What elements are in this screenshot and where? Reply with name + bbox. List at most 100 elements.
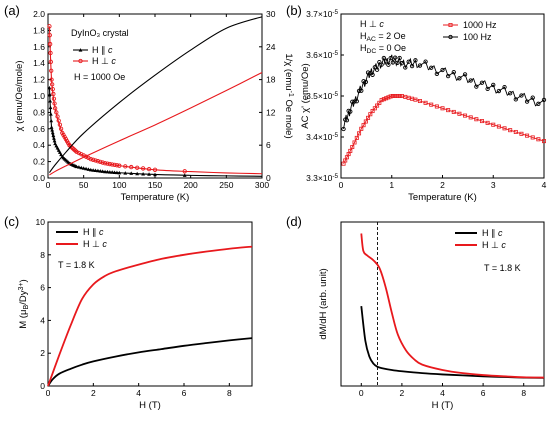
y-tick-label-b: 3.4×10-5	[306, 132, 338, 142]
data-point-a	[140, 166, 146, 171]
data-point-b	[479, 119, 484, 124]
text-segment: 3.3×10	[306, 173, 333, 183]
data-point-a	[58, 126, 64, 131]
x-tick-label-a: 300	[255, 180, 269, 190]
y-tick-label-a: 1.0	[33, 91, 45, 101]
x-axis-label-c: H (T)	[139, 400, 161, 411]
y-tick-label-b: 3.5×10-5	[306, 91, 338, 101]
data-point-a	[123, 171, 128, 175]
data-point-b	[530, 135, 535, 140]
y-tick-label-a: 1.2	[33, 75, 45, 85]
text-segment: 3.6×10	[306, 50, 333, 60]
text-segment: AC	[367, 36, 377, 43]
data-point-b	[468, 115, 473, 120]
data-point-b	[413, 58, 418, 63]
data-point-b	[541, 97, 547, 103]
data-point-a	[59, 152, 63, 157]
data-point-b	[365, 70, 371, 75]
y-tick-label-c: 6	[40, 283, 45, 293]
data-point-b	[423, 59, 428, 64]
data-point-b	[344, 118, 350, 123]
data-point-b	[359, 126, 364, 131]
data-point-b	[381, 97, 386, 102]
data-point-a	[98, 159, 103, 165]
data-point-a	[49, 125, 54, 129]
data-point-b	[386, 95, 391, 100]
data-point-b	[463, 113, 468, 118]
data-point-b	[386, 62, 391, 67]
x-tick-label-a: 250	[219, 180, 233, 190]
y-tick-label-a: 0.4	[33, 140, 45, 150]
text-segment: Oe mole)	[283, 97, 294, 139]
data-point-b	[440, 67, 445, 73]
x-tick-label-c: 6	[182, 388, 187, 398]
text-segment: )	[18, 279, 29, 282]
text-segment: B	[22, 305, 30, 310]
data-point-a	[117, 170, 122, 175]
data-point-a	[115, 170, 119, 175]
y2-axis-label-a: 1/χ (emu-1 Oe mole)	[283, 53, 295, 138]
data-point-b	[390, 94, 395, 99]
data-point-b	[536, 101, 541, 106]
data-point-b	[524, 99, 530, 104]
series-line-a	[49, 71, 263, 176]
data-point-b	[409, 63, 415, 69]
panel-label-a: (a)	[4, 3, 20, 18]
y2-tick-label-a: 18	[266, 75, 276, 85]
data-point-b	[392, 55, 398, 60]
data-point-b	[352, 99, 357, 104]
data-point-b	[397, 55, 402, 61]
y-tick-label-b: 3.6×10-5	[306, 50, 338, 60]
y-tick-label-c: 8	[40, 250, 45, 260]
data-point-b	[513, 97, 518, 102]
data-point-a	[49, 77, 54, 82]
data-point-b	[413, 97, 418, 102]
data-point-b	[417, 63, 423, 68]
text-segment: H	[360, 43, 367, 53]
text-segment: = 0 Oe	[376, 43, 406, 53]
data-point-b	[406, 59, 411, 64]
data-point-b	[357, 131, 362, 136]
y2-tick-label-a: 30	[266, 9, 276, 19]
data-point-b	[457, 76, 462, 81]
data-point-a	[56, 148, 61, 152]
data-point-a	[48, 105, 53, 110]
legend-label-c: H ∥ c	[83, 227, 104, 237]
data-point-a	[88, 167, 93, 172]
data-point-b	[451, 109, 456, 114]
data-point-a	[141, 172, 146, 176]
annotation-temp-c: T = 1.8 K	[58, 260, 95, 270]
data-point-a	[47, 85, 52, 90]
data-point-b	[370, 109, 375, 114]
series-line-d	[360, 306, 545, 379]
legend-label-a: H ∥ c	[92, 45, 113, 55]
panel-label-b: (b)	[286, 3, 302, 18]
x-tick-label-a: 100	[112, 180, 126, 190]
data-point-a	[95, 159, 101, 164]
text-segment: c	[108, 45, 113, 55]
y-tick-label-c: 10	[36, 217, 46, 227]
data-point-a	[81, 166, 86, 170]
data-point-a	[153, 172, 157, 177]
data-point-a	[48, 112, 53, 116]
data-point-a	[93, 158, 98, 163]
data-point-b	[363, 79, 368, 85]
text-segment: -5	[332, 173, 338, 180]
x-tick-label-c: 8	[227, 388, 232, 398]
data-point-a	[77, 165, 81, 169]
legend-label-a: H ⊥ c	[92, 56, 116, 66]
panel-a: (a)0 50 100 150 200 250 3000.00.20.40.60.81.01…	[4, 3, 295, 203]
legend-marker-a	[78, 48, 83, 52]
x-tick-label-b: 3	[491, 180, 496, 190]
data-point-b	[356, 88, 362, 94]
text-segment: 3+	[17, 282, 25, 290]
data-point-a	[57, 150, 62, 154]
data-point-b	[393, 94, 398, 99]
data-point-a	[57, 122, 63, 127]
legend-label-b: 100 Hz	[463, 32, 492, 42]
data-point-a	[112, 162, 117, 168]
data-point-b	[388, 55, 393, 61]
data-point-b	[341, 126, 346, 132]
data-point-b	[395, 94, 400, 99]
